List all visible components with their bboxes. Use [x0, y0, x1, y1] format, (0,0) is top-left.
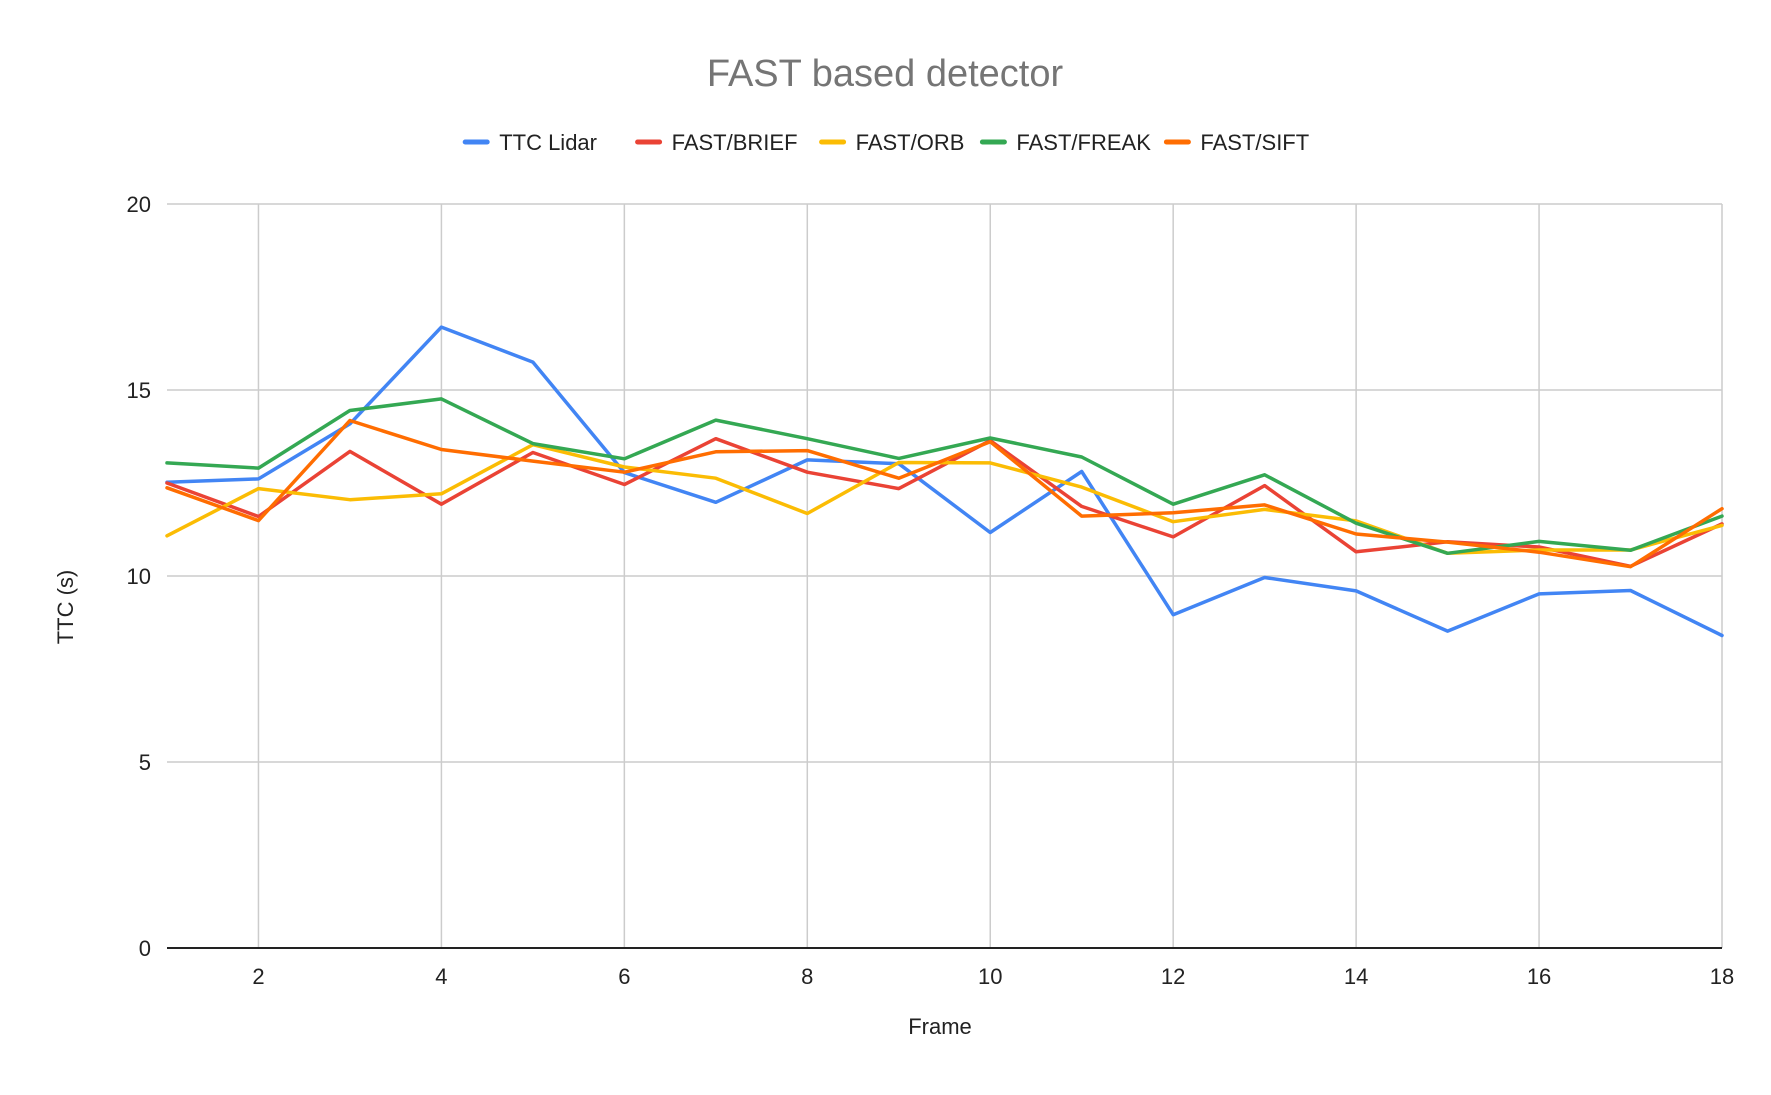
chart-title: FAST based detector: [707, 53, 1064, 95]
x-tick-label: 8: [801, 964, 813, 989]
legend-item: TTC Lidar: [465, 130, 597, 155]
tick-labels: 0 5 10 15 20 2 4 6 8 10 12 14 16 18: [127, 192, 1735, 989]
legend-label: FAST/ORB: [856, 130, 965, 155]
legend-label: FAST/SIFT: [1200, 130, 1309, 155]
legend-item: FAST/FREAK: [982, 130, 1151, 155]
y-tick-label: 15: [127, 378, 151, 403]
series-line-fast-freak: [167, 399, 1722, 553]
legend-label: TTC Lidar: [499, 130, 597, 155]
y-tick-label: 0: [139, 936, 151, 961]
legend-label: FAST/FREAK: [1016, 130, 1151, 155]
gridlines: [167, 204, 1722, 948]
x-tick-label: 6: [618, 964, 630, 989]
legend-item: FAST/SIFT: [1166, 130, 1309, 155]
x-tick-label: 12: [1161, 964, 1185, 989]
y-tick-label: 10: [127, 564, 151, 589]
y-tick-label: 20: [127, 192, 151, 217]
legend: TTC Lidar FAST/BRIEF FAST/ORB FAST/FREAK FAS…: [465, 130, 1309, 155]
series-lines: [167, 327, 1722, 635]
x-axis-title: Frame: [908, 1014, 972, 1039]
legend-label: FAST/BRIEF: [672, 130, 798, 155]
x-tick-label: 18: [1710, 964, 1734, 989]
legend-item: FAST/ORB: [822, 130, 965, 155]
legend-item: FAST/BRIEF: [638, 130, 798, 155]
x-tick-label: 16: [1527, 964, 1551, 989]
x-tick-label: 2: [252, 964, 264, 989]
x-tick-label: 4: [435, 964, 447, 989]
y-tick-label: 5: [139, 750, 151, 775]
x-tick-label: 14: [1344, 964, 1368, 989]
x-tick-label: 10: [978, 964, 1002, 989]
y-axis-title: TTC (s): [53, 570, 78, 645]
